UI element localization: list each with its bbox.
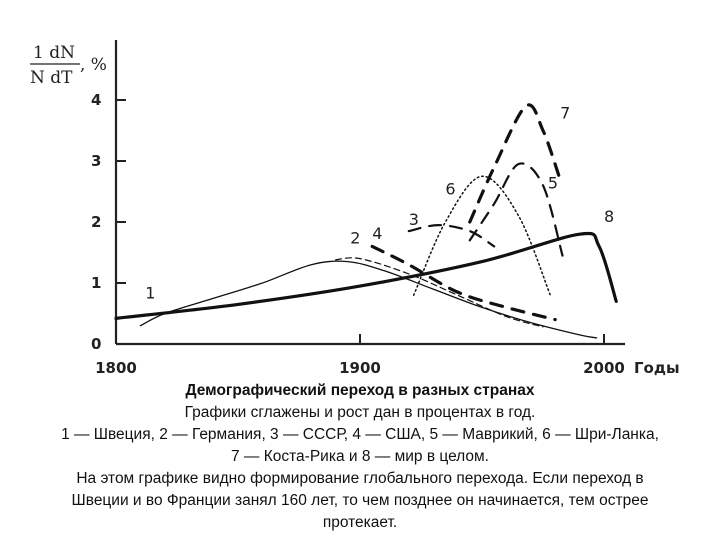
series-line-1 — [139, 260, 598, 339]
caption-line: 1 — Швеция, 2 — Германия, 3 — СССР, 4 — … — [61, 426, 659, 443]
series-label-4: 4 — [372, 224, 382, 243]
caption-line: 7 — Коста-Рика и 8 — мир в целом. — [231, 448, 489, 465]
series-label-1: 1 — [145, 283, 155, 302]
x-axis-unit: Годы — [634, 359, 680, 377]
series-line-5 — [468, 162, 564, 257]
series-label-2: 2 — [350, 228, 360, 247]
series-label-8: 8 — [604, 207, 614, 226]
y-tick-label: 1 — [91, 274, 101, 292]
series-label-6: 6 — [445, 180, 455, 199]
caption-title: Демографический переход в разных странах — [185, 382, 535, 399]
series-group: 1 2 3 4 5 6 7 8 — [114, 103, 618, 339]
ylabel-unit: , % — [80, 55, 107, 75]
series-line-3 — [407, 223, 496, 248]
caption-line: протекает. — [322, 514, 398, 531]
series-line-8 — [114, 231, 618, 320]
x-tick-label: 2000 — [583, 359, 625, 377]
caption-line: Графики сглажены и рост дан в процентах … — [184, 404, 536, 421]
y-tick-label: 2 — [91, 213, 101, 231]
series-label-5: 5 — [548, 173, 558, 192]
series-line-2 — [335, 257, 544, 328]
x-tick-label: 1900 — [339, 359, 381, 377]
ylabel-numerator: 1 dN — [33, 43, 75, 63]
demographic-transition-chart: 1 dN N dT , % Годы 0 1 2 3 4 1800 1900 2000 1 2 3… — [30, 40, 680, 377]
caption-line: Швеции и во Франции занял 160 лет, то че… — [71, 492, 649, 509]
series-label-3: 3 — [409, 210, 419, 229]
series-line-4 — [370, 244, 557, 322]
x-tick-label: 1800 — [95, 359, 137, 377]
axis-ticks: 0 1 2 3 4 1800 1900 2000 — [91, 91, 625, 377]
figure-caption: Демографический переход в разных странах… — [0, 380, 720, 534]
series-label-7: 7 — [560, 103, 570, 122]
caption-line: На этом графике видно формирование глоба… — [76, 470, 644, 487]
y-tick-label: 3 — [91, 152, 101, 170]
series-line-7 — [468, 103, 562, 224]
ylabel-denominator: N dT — [30, 68, 73, 88]
y-tick-label: 0 — [91, 335, 101, 353]
y-tick-label: 4 — [91, 91, 101, 109]
